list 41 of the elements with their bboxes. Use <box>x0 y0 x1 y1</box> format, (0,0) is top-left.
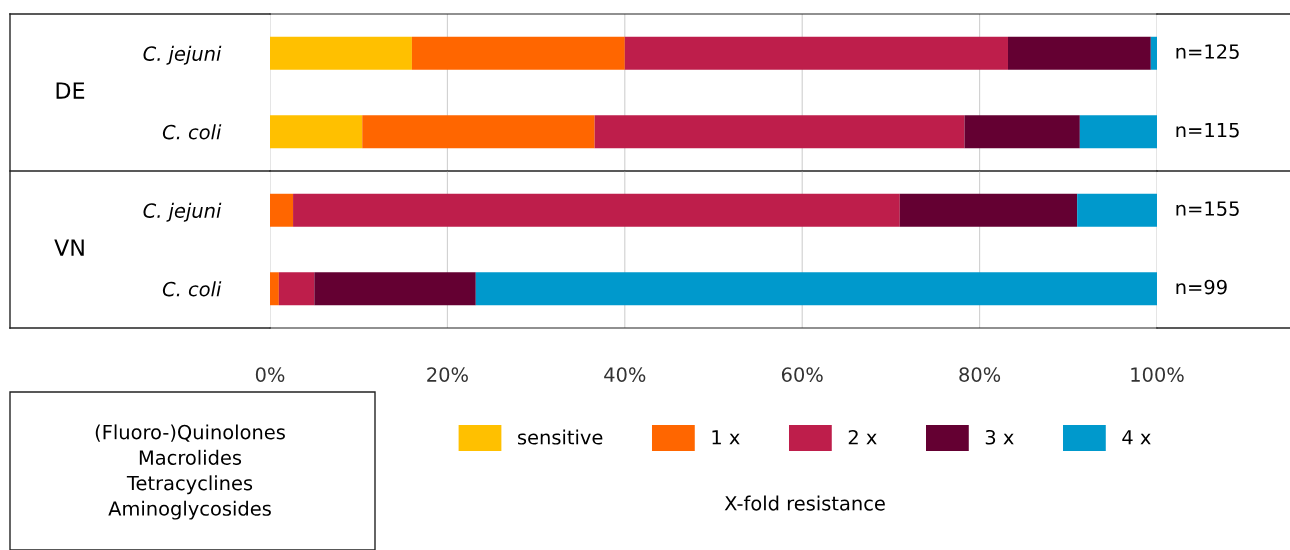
bar <box>314 272 476 306</box>
text: n=125 <box>1176 44 1239 59</box>
x-tick-label: 40% <box>604 367 646 382</box>
x-tick-label: 20% <box>427 367 468 382</box>
y-tick-label: C. coli <box>162 124 222 140</box>
text: n=155 <box>1176 201 1239 216</box>
x-tick-label: 100% <box>1131 367 1184 382</box>
y-tick-label: C. jejuni <box>143 45 222 65</box>
bar <box>293 193 900 227</box>
bar <box>411 36 625 70</box>
legend-label: 3 x <box>985 429 1014 445</box>
bar <box>1150 36 1157 70</box>
bar <box>475 272 1157 306</box>
legend-label: 1 x <box>712 430 740 445</box>
bar <box>270 193 294 227</box>
bar <box>270 36 412 70</box>
bar <box>624 36 1008 70</box>
legend-label: 4 x <box>1122 430 1151 445</box>
bar <box>362 115 595 149</box>
x-tick-label: 0% <box>255 367 285 382</box>
x-tick-label: 80% <box>959 367 1001 382</box>
x-tick-label: 60% <box>781 367 823 382</box>
bar <box>278 272 315 306</box>
bar <box>1079 115 1157 149</box>
bar <box>270 115 363 149</box>
bar <box>270 272 279 306</box>
y-tick-label: C. coli <box>162 281 222 297</box>
bar <box>899 193 1078 227</box>
text: DE <box>56 82 85 99</box>
bar <box>1007 36 1151 70</box>
bar <box>1077 193 1157 227</box>
text: VN <box>54 239 84 256</box>
text: n=115 <box>1176 122 1239 138</box>
bar <box>594 115 965 149</box>
y-tick-label: C. jejuni <box>143 202 222 222</box>
text: n=99 <box>1176 279 1227 295</box>
text: (Fluoro-)Quinolones Macrolides Tetracyclines Aminoglycosides <box>95 424 285 520</box>
legend-title: X-fold resistance <box>724 495 885 511</box>
legend-label: sensitive <box>517 429 603 445</box>
bar <box>964 115 1080 149</box>
legend-label: 2 x <box>848 429 877 445</box>
